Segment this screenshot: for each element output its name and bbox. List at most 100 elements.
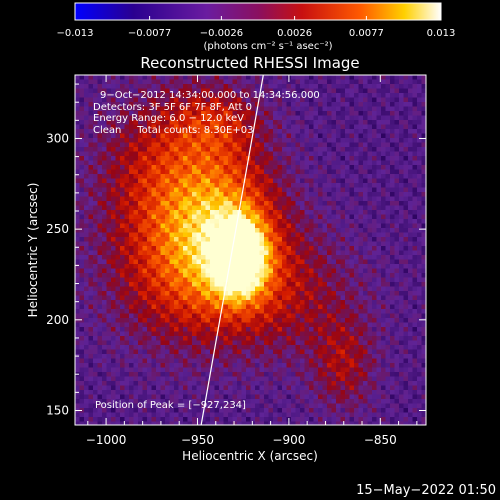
heatmap-cell: [237, 223, 242, 229]
heatmap-cell: [403, 223, 409, 229]
heatmap-cell: [196, 268, 202, 274]
heatmap-cell: [322, 115, 328, 121]
heatmap-cell: [97, 75, 103, 80]
heatmap-cell: [412, 178, 418, 184]
heatmap-cell: [106, 79, 112, 85]
colorbar-tick-label: 0.0026: [277, 28, 312, 39]
heatmap-cell: [115, 309, 121, 314]
heatmap-cell: [111, 120, 116, 125]
heatmap-cell: [219, 129, 224, 134]
heatmap-cell: [349, 174, 355, 179]
heatmap-cell: [237, 219, 242, 224]
heatmap-cell: [79, 259, 85, 265]
heatmap-cell: [318, 133, 323, 139]
heatmap-cell: [354, 237, 359, 242]
heatmap-cell: [264, 178, 269, 184]
heatmap-cell: [88, 84, 94, 89]
heatmap-cell: [273, 196, 278, 202]
heatmap-cell: [84, 345, 89, 350]
heatmap-cell: [196, 75, 202, 80]
heatmap-cell: [88, 345, 94, 350]
heatmap-cell: [385, 219, 391, 224]
heatmap-cell: [120, 178, 125, 184]
heatmap-cell: [259, 196, 265, 202]
heatmap-cell: [93, 322, 98, 328]
heatmap-cell: [363, 327, 368, 332]
heatmap-cell: [372, 336, 377, 341]
heatmap-cell: [318, 79, 323, 85]
heatmap-cell: [133, 205, 139, 211]
heatmap-cell: [286, 259, 292, 265]
heatmap-cell: [124, 282, 130, 287]
heatmap-cell: [363, 300, 368, 305]
colorbar-tick-label: 0.013: [427, 28, 456, 39]
heatmap-cell: [340, 358, 346, 364]
heatmap-cell: [273, 223, 278, 229]
heatmap-cell: [79, 214, 85, 220]
heatmap-cell: [120, 295, 125, 301]
heatmap-cell: [124, 183, 130, 188]
heatmap-cell: [160, 336, 166, 341]
heatmap-cell: [268, 228, 274, 233]
heatmap-cell: [381, 142, 386, 148]
heatmap-cell: [286, 349, 292, 355]
heatmap-cell: [367, 210, 373, 215]
heatmap-cell: [246, 345, 251, 350]
heatmap-cell: [322, 237, 328, 242]
heatmap-cell: [300, 282, 305, 287]
heatmap-cell: [219, 228, 224, 233]
heatmap-cell: [309, 228, 314, 233]
heatmap-cell: [133, 259, 139, 265]
heatmap-cell: [205, 259, 211, 265]
heatmap-cell: [156, 340, 161, 346]
heatmap-cell: [237, 129, 242, 134]
heatmap-cell: [367, 282, 373, 287]
heatmap-cell: [97, 115, 103, 121]
heatmap-cell: [376, 88, 382, 94]
heatmap-cell: [187, 223, 193, 229]
heatmap-cell: [219, 291, 224, 296]
heatmap-cell: [354, 88, 359, 94]
heatmap-cell: [151, 345, 157, 350]
heatmap-cell: [210, 273, 215, 278]
heatmap-cell: [358, 237, 364, 242]
heatmap-cell: [264, 183, 269, 188]
heatmap-cell: [385, 250, 391, 256]
heatmap-cell: [151, 318, 157, 323]
heatmap-cell: [192, 219, 197, 224]
heatmap-cell: [192, 133, 197, 139]
heatmap-cell: [421, 304, 426, 310]
heatmap-cell: [178, 133, 184, 139]
heatmap-cell: [363, 129, 368, 134]
heatmap-cell: [268, 259, 274, 265]
heatmap-cell: [412, 336, 418, 341]
heatmap-cell: [165, 183, 170, 188]
heatmap-cell: [138, 300, 143, 305]
heatmap-cell: [273, 142, 278, 148]
heatmap-cell: [268, 354, 274, 359]
heatmap-cell: [408, 84, 413, 89]
heatmap-cell: [336, 97, 341, 103]
heatmap-cell: [381, 187, 386, 193]
heatmap-cell: [187, 187, 193, 193]
heatmap-cell: [309, 223, 314, 229]
heatmap-cell: [84, 286, 89, 292]
heatmap-cell: [385, 228, 391, 233]
heatmap-cell: [84, 147, 89, 152]
heatmap-cell: [93, 174, 98, 179]
heatmap-cell: [259, 232, 265, 238]
heatmap-cell: [183, 93, 188, 98]
heatmap-cell: [169, 273, 175, 278]
heatmap-cell: [304, 106, 310, 112]
heatmap-cell: [93, 183, 98, 188]
heatmap-cell: [363, 282, 368, 287]
heatmap-cell: [192, 322, 197, 328]
heatmap-cell: [250, 79, 256, 85]
heatmap-cell: [138, 156, 143, 161]
heatmap-cell: [241, 336, 247, 341]
heatmap-cell: [295, 178, 301, 184]
heatmap-cell: [156, 142, 161, 148]
heatmap-cell: [408, 120, 413, 125]
heatmap-cell: [160, 147, 166, 152]
heatmap-cell: [291, 259, 296, 265]
